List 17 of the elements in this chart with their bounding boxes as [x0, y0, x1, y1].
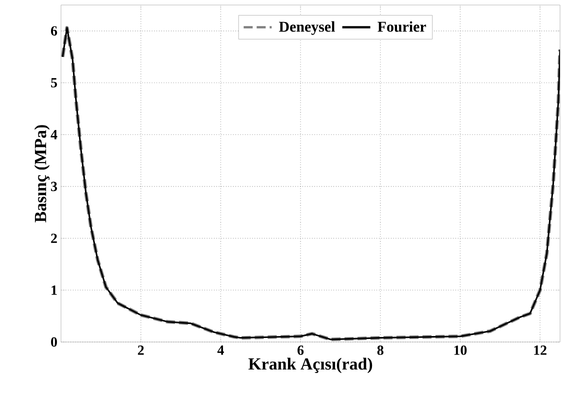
legend-label: Fourier: [378, 21, 426, 32]
y-tick-label: 0: [51, 337, 57, 347]
y-tick-label: 4: [50, 130, 58, 140]
x-tick-label: 12: [534, 346, 546, 355]
y-tick-label: 3: [51, 182, 58, 192]
y-tick-label: 1: [52, 286, 57, 295]
y-axis-title: Basınç (MPa): [34, 125, 50, 222]
x-tick-label: 10: [454, 346, 467, 355]
legend-label: Deneysel: [279, 21, 335, 35]
x-tick-label: 8: [377, 346, 384, 355]
y-tick-label: 2: [51, 234, 57, 243]
y-tick-label: 5: [51, 78, 57, 88]
x-tick-label: 6: [298, 346, 304, 355]
x-tick-label: 2: [138, 346, 144, 355]
x-axis-title: Krank Açısı(rad): [248, 358, 372, 374]
y-tick-label: 6: [50, 26, 58, 36]
x-tick-label: 4: [217, 346, 224, 355]
